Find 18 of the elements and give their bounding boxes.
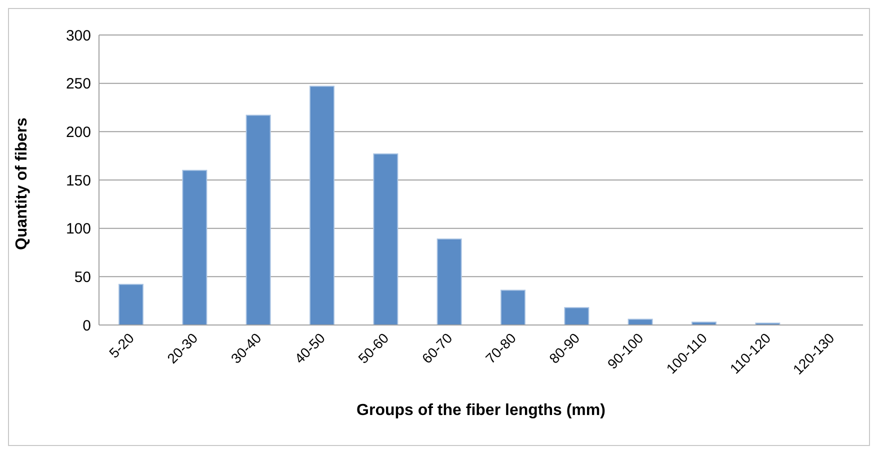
bar [564,307,590,325]
y-tick-label: 200 [66,124,91,141]
y-tick-label: 150 [66,172,91,190]
y-tick-label: 100 [66,220,91,238]
y-tick-label: 250 [66,76,91,93]
bar [500,290,526,325]
y-tick-label: 0 [82,317,91,334]
bar [628,318,653,325]
y-axis-title: Quantity of fibers [14,117,31,250]
bar [246,114,271,325]
bar [118,284,144,325]
bar [436,238,462,325]
x-axis-title: Groups of the fiber lengths (mm) [356,402,606,419]
bar [182,170,208,325]
y-tick-label: 300 [66,27,91,44]
bar [373,153,398,325]
bar [310,86,334,325]
y-tick-label: 50 [74,268,91,286]
